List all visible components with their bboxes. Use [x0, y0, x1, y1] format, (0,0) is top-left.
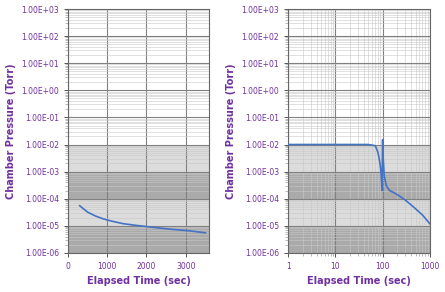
Bar [68, 172, 209, 199]
Bar [68, 226, 209, 253]
Bar [68, 199, 209, 226]
X-axis label: Elapsed Time (sec): Elapsed Time (sec) [87, 277, 190, 286]
Bar [68, 145, 209, 172]
Bar [288, 199, 430, 226]
Y-axis label: Chamber Pressure (Torr): Chamber Pressure (Torr) [226, 63, 236, 199]
Bar [288, 145, 430, 172]
Bar [288, 172, 430, 199]
Y-axis label: Chamber Pressure (Torr): Chamber Pressure (Torr) [5, 63, 16, 199]
Bar [288, 226, 430, 253]
X-axis label: Elapsed Time (sec): Elapsed Time (sec) [307, 277, 411, 286]
